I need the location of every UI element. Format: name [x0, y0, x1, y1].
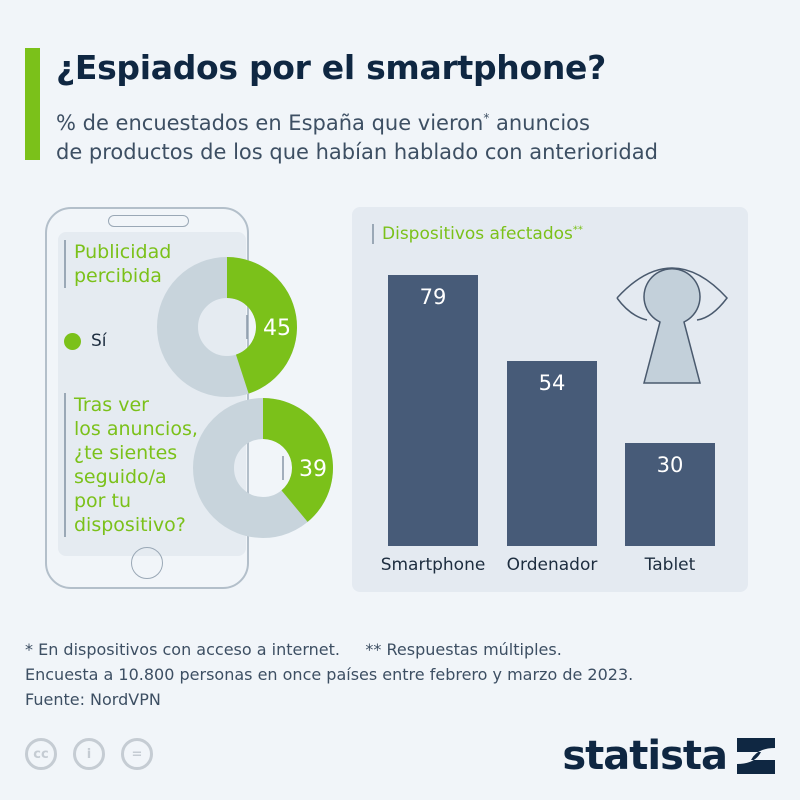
bar-chart-title: Dispositivos afectados** — [372, 224, 583, 244]
eye-keyhole-icon — [616, 267, 728, 384]
phone-speaker-icon — [108, 215, 189, 227]
donut-1-title: Publicidad percibida — [64, 240, 171, 288]
footnote-multiple: ** Respuestas múltiples. — [365, 640, 562, 659]
donut-value-label: 39 — [299, 457, 327, 482]
donut-yes-slice — [263, 397, 333, 522]
phone-home-button-icon — [131, 547, 163, 579]
bar-tablet — [625, 443, 715, 546]
category-label: Ordenador — [506, 555, 598, 575]
bar-value-label: 54 — [538, 370, 566, 395]
statista-logo[interactable]: statista — [562, 733, 775, 779]
legend: Sí — [64, 331, 107, 351]
footnotes: * En dispositivos con acceso a internet.… — [25, 637, 633, 712]
survey-note: Encuesta a 10.800 personas en once paíse… — [25, 665, 634, 684]
footnote-internet: * En dispositivos con acceso a internet. — [25, 640, 340, 659]
donut-yes-slice — [227, 257, 297, 394]
bar-value-label: 30 — [656, 453, 684, 478]
statista-logo-mark-icon — [737, 738, 775, 774]
legend-label: Sí — [91, 331, 107, 351]
by-icon[interactable]: i — [73, 738, 105, 770]
bar-value-label: 79 — [419, 285, 447, 309]
cc-icon[interactable]: cc — [25, 738, 57, 770]
bar-smartphone — [388, 275, 478, 546]
donut-value-label: 45 — [263, 316, 291, 341]
donut-2-title: Tras ver los anuncios, ¿te sientes seguido/… — [64, 393, 198, 537]
donut-2: 39 — [193, 397, 333, 538]
nd-icon[interactable]: = — [121, 738, 153, 770]
subtitle: % de encuestados en España que vieron* a… — [56, 104, 658, 167]
title-accent-bar — [25, 48, 40, 160]
category-label: Smartphone — [380, 555, 486, 575]
legend-dot-icon — [64, 332, 81, 350]
subtitle-line-2: de productos de los que habían hablado c… — [56, 140, 658, 164]
phone-outline — [45, 207, 249, 589]
donut-1: 45 — [157, 257, 297, 397]
bar-ordenador — [507, 360, 597, 546]
subtitle-line-1-end: anuncios — [489, 111, 590, 135]
category-label: Tablet — [644, 555, 696, 575]
subtitle-footnote-mark: * — [483, 111, 490, 125]
subtitle-line-1: % de encuestados en España que vieron — [56, 111, 484, 135]
source: Fuente: NordVPN — [25, 690, 161, 709]
page-title: ¿Espiados por el smartphone? — [56, 48, 606, 87]
